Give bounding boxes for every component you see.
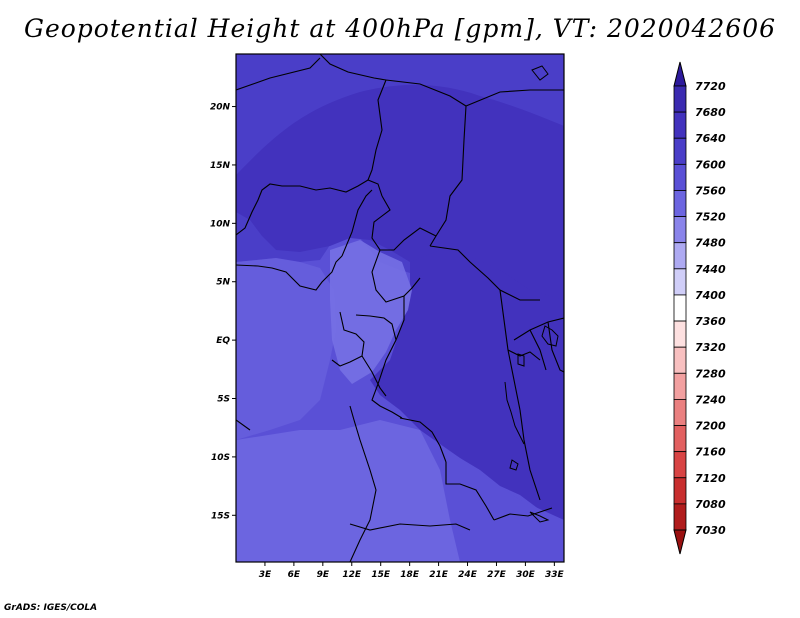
lon-tick-label: 3E [259,570,272,580]
field-level-high [236,84,564,300]
colorbar-box [673,451,687,479]
colorbar-label: 7200 [695,420,726,433]
lon-tick-label: 9E [317,570,330,580]
lat-tick-label: 15S [211,511,230,521]
field-level-lowest-center [330,240,412,384]
country-borders [236,54,564,562]
lon-tick-label: 6E [288,570,301,580]
colorbar-label: 7120 [695,472,726,485]
plot-frame [235,53,565,563]
lat-tick-label: 15N [210,161,231,171]
colorbar-label: 7440 [695,263,726,276]
colorbar-box [673,111,687,139]
colorbar-label: 7640 [695,132,726,145]
colorbar-box [673,320,687,348]
colorbar-box [673,425,687,453]
latitude-axis: 20N 15N 10N 5N EQ 5S 10S 15S [210,103,236,521]
colorbar-label: 7560 [695,184,726,197]
lon-tick-label: 15E [371,570,391,580]
lon-tick-label: 33E [545,570,565,580]
grads-credit: GrADS: IGES/COLA [4,603,98,613]
colorbar-box [673,242,687,270]
colorbar-label: 7280 [695,367,726,380]
colorbar-top-triangle [673,61,687,87]
lon-tick-label: 12E [342,570,362,580]
colorbar-label: 7480 [695,237,726,250]
colorbar-label: 7080 [695,498,726,511]
lat-tick-label: 5S [217,395,230,405]
lon-tick-label: 24E [458,570,478,580]
field-level-lower-west [236,258,336,440]
colorbar-box [673,372,687,400]
lon-tick-label: 30E [516,570,536,580]
lakes [504,65,559,523]
colorbar-label: 7520 [695,211,726,224]
colorbar-box [673,137,687,165]
colorbar-box [673,503,687,531]
lat-tick-label: 5N [216,278,230,288]
colorbar-bottom-triangle [673,529,687,555]
field-level-mid-south [420,430,564,562]
colorbar-box [673,477,687,505]
colorbar-label: 7030 [695,524,726,537]
colorbar-label: 7360 [695,315,726,328]
map-plot-area [235,53,565,563]
colorbar-box [673,294,687,322]
lon-tick-label: 18E [400,570,420,580]
colorbar-label: 7720 [695,80,726,93]
colorbar-box [673,399,687,426]
lon-tick-label: 21E [429,570,449,580]
colorbar-box [673,190,687,217]
field-level-high-east [370,250,564,520]
colorbar-box [673,346,687,374]
colorbar-label: 7320 [695,341,726,354]
map-title: Geopotential Height at 400hPa [gpm], VT:… [23,14,777,43]
height-field [236,54,564,562]
colorbar-label: 7600 [695,158,726,171]
colorbar-label: 7400 [695,289,726,302]
colorbar-label: 7240 [695,393,726,406]
longitude-axis: 3E 6E 9E 12E 15E 18E 21E 24E 27E 30E 33E [259,562,565,580]
lat-tick-label: 10N [210,219,231,229]
lon-tick-label: 27E [487,570,507,580]
colorbar-box [673,85,687,113]
colorbar-label: 7680 [695,106,726,119]
colorbar-box [673,268,687,296]
lat-tick-label: 20N [210,103,231,113]
colorbar: 7720 7680 7640 7600 7560 7520 7480 7440 7400 7360… [673,61,726,555]
colorbar-box [673,216,687,244]
colorbar-label: 7160 [695,446,726,459]
lat-tick-label: 10S [211,453,230,463]
field-level-lower-south [236,420,460,562]
colorbar-box [673,163,687,191]
lat-tick-label: EQ [216,336,230,346]
